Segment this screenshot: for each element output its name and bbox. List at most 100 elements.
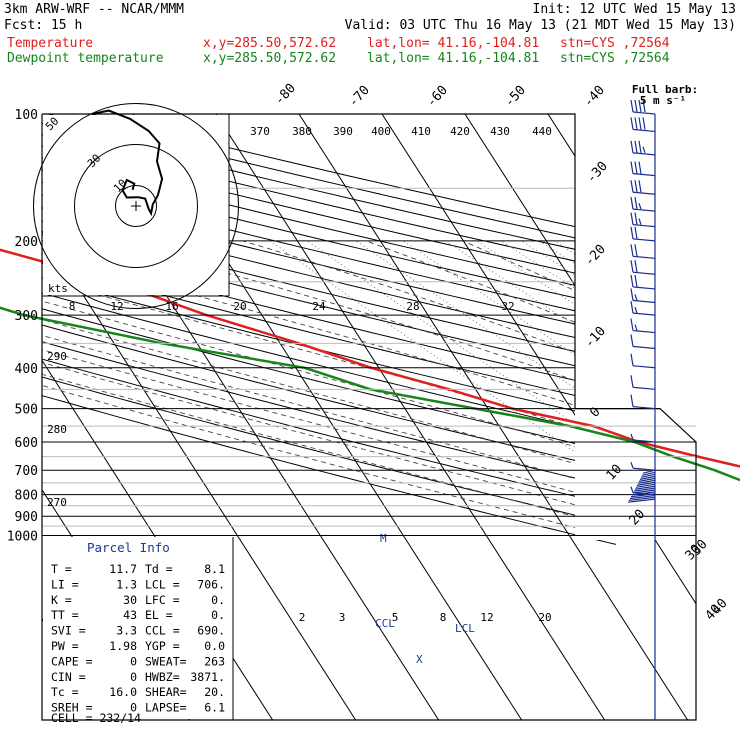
moist-adiabat <box>42 240 696 536</box>
parcel-value-right: 263 <box>204 654 225 668</box>
parcel-value-right: 690. <box>197 624 225 638</box>
parcel-key-left: CAPE = <box>51 654 93 668</box>
pressure-label-800: 800 <box>15 489 38 504</box>
wind-barb-low <box>627 498 656 503</box>
barb-legend-value: 5 m s⁻¹ <box>640 94 686 107</box>
parcel-title: Parcel Info <box>87 540 170 555</box>
wind-barb-low <box>638 477 656 482</box>
wind-barb-flag <box>634 161 638 174</box>
wind-barb-flag <box>630 433 634 441</box>
wind-barb-shaft <box>632 255 656 259</box>
mixing-ratio-line <box>500 240 696 536</box>
parcel-value-left: 0 <box>130 670 137 684</box>
temperature-xy: x,y=285.50,572.62 <box>203 36 336 51</box>
wind-barb-flag <box>630 394 634 407</box>
theta-label: 400 <box>371 125 391 138</box>
parcel-key-left: SVI = <box>51 624 86 638</box>
wind-barb-shaft <box>632 439 656 443</box>
mixing-ratio-label: 8 <box>69 300 76 313</box>
theta-label: 370 <box>250 125 270 138</box>
theta-label: 380 <box>292 125 312 138</box>
dewpoint-station: stn=CYS ,72564 <box>560 51 670 66</box>
wind-barb-flag <box>630 99 634 113</box>
mixing-ratio-label: 2 <box>299 611 306 624</box>
wind-barb-shaft <box>632 312 656 316</box>
parcel-value-right: 0. <box>211 608 225 622</box>
wind-barb-low <box>634 485 656 490</box>
wind-barb-shaft <box>632 271 656 275</box>
parcel-value-left: 16.0 <box>109 685 137 699</box>
wind-barb-shaft <box>632 286 656 290</box>
wind-barb-flag <box>630 375 634 388</box>
theta-label: 280 <box>47 423 67 436</box>
theta-label: 390 <box>333 125 353 138</box>
dewpoint-latlon: lat,lon= 41.16,-104.81 <box>367 51 539 66</box>
wind-barb-low <box>636 481 656 486</box>
wind-barb-flag <box>630 226 634 239</box>
mixing-ratio-line <box>307 240 696 536</box>
wind-barb-low <box>630 493 656 498</box>
theta-label: 410 <box>411 125 431 138</box>
wind-barb-low <box>633 487 656 492</box>
wind-barb-flag <box>634 324 638 331</box>
wind-barb <box>630 433 656 443</box>
temperature-line <box>0 248 740 468</box>
hodograph-trace <box>91 109 164 217</box>
dry-adiabat <box>42 114 696 545</box>
parcel-value-left: 0 <box>130 654 137 668</box>
wind-barb-flag <box>638 218 642 225</box>
pressure-label-700: 700 <box>15 464 38 479</box>
wind-barb <box>630 288 656 304</box>
wind-barb-shaft <box>632 365 656 369</box>
dry-adiabat <box>42 114 696 545</box>
wind-barb-flag <box>630 260 634 273</box>
dry-adiabat <box>42 114 696 545</box>
parcel-key-left: Tc = <box>51 685 79 699</box>
wind-barb-flag <box>630 274 634 288</box>
dry-adiabat <box>42 114 696 545</box>
moist-adiabat <box>462 240 696 536</box>
wind-barb-flag <box>630 180 634 193</box>
parcel-info-box: Parcel Info T = 11.7 Td = 8.1 LI = 1.3 LCL = 706… <box>43 537 234 725</box>
mixing-ratio-label: 3 <box>339 611 346 624</box>
wind-barb-low <box>637 479 656 484</box>
wind-barb-shaft <box>632 386 656 390</box>
dry-adiabat <box>42 114 696 545</box>
isotherm-label: 20 <box>627 507 649 529</box>
parcel-value-right: 0.0 <box>204 639 225 653</box>
parcel-key-right: LCL = <box>145 577 180 591</box>
pressure-label-200: 200 <box>15 235 38 250</box>
wind-barb-shaft <box>632 299 656 304</box>
isotherm-line <box>464 114 696 720</box>
wind-barb <box>630 353 656 369</box>
wind-barb <box>630 301 656 316</box>
parcel-value-right: 20. <box>204 685 225 699</box>
wind-barb-flag <box>634 197 638 210</box>
hodograph-ring-50 <box>33 103 239 309</box>
wind-barb-shaft <box>632 224 656 228</box>
parcel-key-right: SWEAT= <box>145 654 187 668</box>
parcel-key-right: SHEAR= <box>145 685 187 699</box>
wind-barb-shaft <box>632 406 656 410</box>
wind-barb-flag <box>630 318 634 331</box>
wind-barb-flag <box>634 260 638 273</box>
wind-barb-flag <box>630 161 634 174</box>
parcel-key-right: Td = <box>145 562 173 576</box>
theta-label: 430 <box>490 125 510 138</box>
parcel-value-left: 0 <box>130 701 137 715</box>
parcel-key-right: YGP = <box>145 639 180 653</box>
wind-barb-shaft <box>632 111 656 115</box>
parcel-value-right: 8.1 <box>204 562 225 576</box>
mixing-ratio-label: 24 <box>312 300 326 313</box>
wind-barb <box>630 462 656 471</box>
mixing-ratio-label: 32 <box>501 300 514 313</box>
dry-adiabat <box>42 114 696 545</box>
init-time: Init: 12 UTC Wed 15 May 13 <box>533 2 737 17</box>
wind-barb-low <box>639 475 656 480</box>
wind-barb <box>630 117 656 133</box>
parcel-value-left: 30 <box>123 593 137 607</box>
dry-adiabat <box>42 114 696 545</box>
wind-barb-flag <box>630 197 634 210</box>
isotherm-line <box>298 114 689 720</box>
